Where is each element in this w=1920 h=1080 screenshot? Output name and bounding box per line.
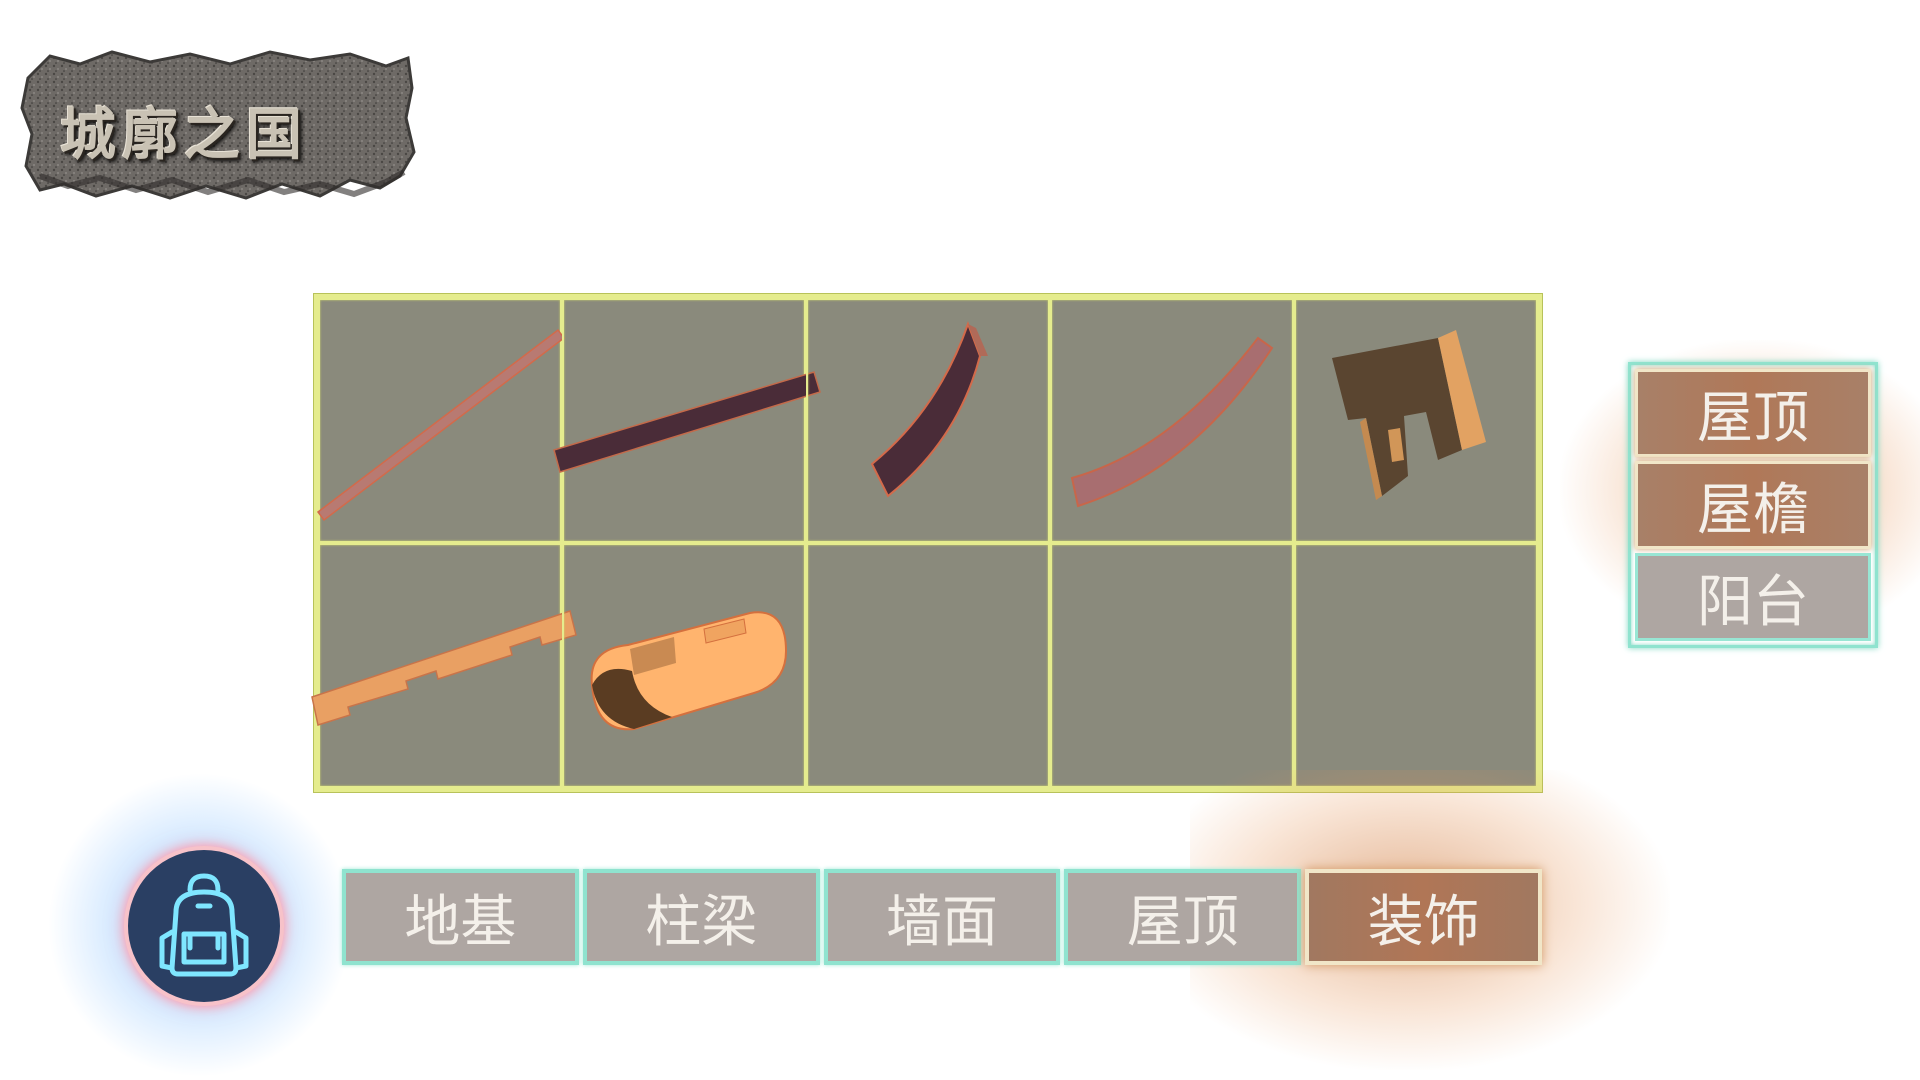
inventory-grid <box>311 294 1542 792</box>
inventory-slot-empty[interactable] <box>806 543 1050 788</box>
subcategory-eaves-button[interactable]: 屋檐 <box>1635 461 1871 549</box>
round-log-icon <box>590 611 788 731</box>
tab-wall[interactable]: 墙面 <box>823 869 1061 965</box>
backpack-icon <box>159 873 249 977</box>
category-tab-bar: 地基 柱梁 墙面 屋顶 装饰 <box>342 869 1542 965</box>
game-logo: 城廓之国 <box>20 48 416 204</box>
backpack-button[interactable] <box>124 846 284 1006</box>
inventory-slot[interactable] <box>1050 298 1294 543</box>
inventory-slot[interactable] <box>316 298 566 543</box>
game-title: 城廓之国 <box>60 102 308 168</box>
inventory-slot[interactable] <box>562 543 806 788</box>
inventory-slot-empty[interactable] <box>1294 543 1538 788</box>
subcategory-roof-button[interactable]: 屋顶 <box>1635 369 1871 457</box>
inventory-slot[interactable] <box>1294 298 1538 543</box>
stone-plaque-icon <box>20 50 416 200</box>
tab-pillar-beam[interactable]: 柱梁 <box>582 869 820 965</box>
thin-slanted-beam-icon <box>316 328 566 522</box>
curved-eave-icon <box>1070 336 1274 508</box>
balcony-frame-icon <box>1332 330 1486 500</box>
inventory-slot-empty[interactable] <box>1050 543 1294 788</box>
subcategory-menu: 屋顶 屋檐 阳台 <box>1628 362 1878 648</box>
subcategory-balcony-button[interactable]: 阳台 <box>1635 553 1871 641</box>
tab-foundation[interactable]: 地基 <box>342 869 579 965</box>
notched-plank-icon <box>311 610 577 726</box>
inventory-slot[interactable] <box>553 298 821 543</box>
inventory-slot[interactable] <box>311 543 577 788</box>
tab-roof[interactable]: 屋顶 <box>1064 869 1302 965</box>
tab-decoration[interactable]: 装饰 <box>1305 869 1542 965</box>
inventory-slot[interactable] <box>806 298 1050 543</box>
dark-curved-eave-icon <box>870 321 988 498</box>
dark-straight-beam-icon <box>553 371 821 473</box>
